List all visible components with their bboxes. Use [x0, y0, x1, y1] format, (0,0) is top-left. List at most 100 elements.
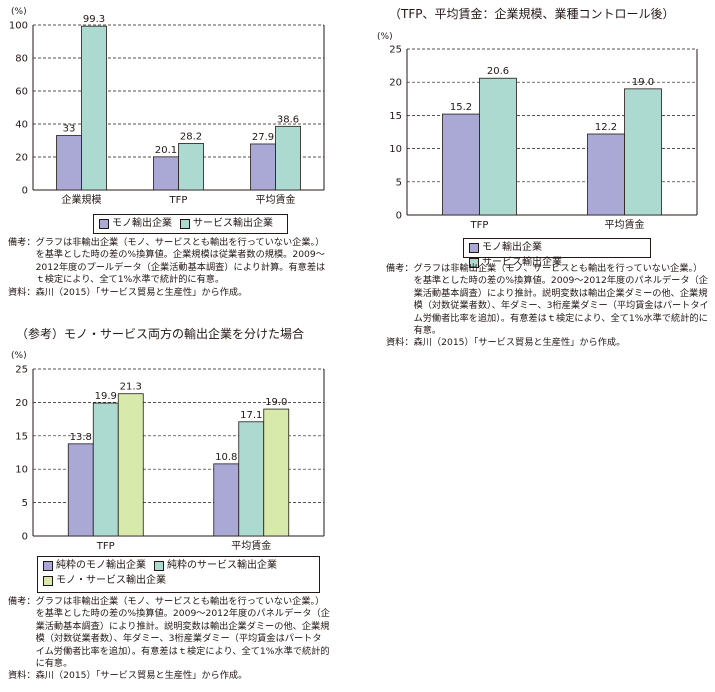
x-category-label: 平均賃金 [256, 193, 296, 206]
y-tick-label: 5 [396, 177, 402, 188]
x-category-label: 平均賃金 [605, 218, 645, 231]
bar [81, 25, 107, 191]
legend-label: サービス輸出企業 [193, 218, 273, 229]
bar-value-label: 20.6 [487, 66, 509, 77]
x-category-label: TFP [470, 220, 489, 231]
note-text: グラフは非輸出企業（モノ、サービスとも輸出を行っていない企業。）を基準とした時の… [35, 596, 330, 670]
note-text: 森川（2015）「サービス貿易と生産性」から作成。 [413, 337, 626, 349]
bar-value-label: 10.8 [215, 452, 237, 463]
y-tick-label: 5 [22, 498, 28, 509]
chart2-legend: モノ輸出企業 サービス輸出企業 [463, 238, 651, 268]
y-tick-label: 20 [389, 78, 402, 89]
bar [624, 88, 662, 216]
bar [587, 133, 625, 216]
legend-item: モノ・サービス輸出企業 [43, 574, 166, 588]
legend-label: モノ輸出企業 [112, 218, 172, 229]
bar-value-label: 33 [63, 124, 76, 135]
bar [178, 143, 204, 191]
bar [275, 125, 301, 191]
chart1-notes: 備考： グラフは非輸出企業（モノ、サービスとも輸出を行っていない企業。）を基準とし… [8, 237, 330, 299]
y-tick-label: 15 [15, 431, 28, 442]
bar-value-label: 13.8 [70, 432, 92, 443]
chart3-title: （参考）モノ・サービス両方の輸出企業を分けた場合 [16, 327, 305, 341]
bar [442, 113, 480, 216]
note-label: 備考： [8, 596, 36, 607]
note-row: 備考： グラフは非輸出企業（モノ、サービスとも輸出を行っていない企業。）を基準とし… [8, 237, 330, 287]
chart2-title: （TFP、平均賃金：企業規模、業種コントロール後） [389, 7, 675, 21]
chart1-legend: モノ輸出企業 サービス輸出企業 [93, 214, 288, 234]
note-label: 資料： [8, 286, 36, 298]
bar-value-label: 99.3 [83, 14, 105, 25]
note-row: 備考： グラフは非輸出企業（モノ、サービスとも輸出を行っていない企業。）を基準とし… [386, 263, 711, 337]
y-tick-label: 15 [389, 111, 402, 122]
bar [56, 135, 82, 191]
bar-value-label: 17.1 [240, 410, 262, 421]
y-tick-label: 0 [22, 532, 28, 543]
bar-value-label: 28.2 [180, 131, 202, 142]
legend-label: 純粋のサービス輸出企業 [167, 560, 277, 571]
bar-value-label: 27.9 [252, 132, 274, 143]
chart2-notes: 備考： グラフは非輸出企業（モノ、サービスとも輸出を行っていない企業。）を基準とし… [386, 263, 711, 350]
bar-value-label: 15.2 [450, 102, 472, 113]
legend-label: モノ・サービス輸出企業 [56, 575, 166, 586]
note-label: 備考： [386, 263, 414, 274]
bar [479, 77, 517, 216]
y-tick-label: 10 [15, 465, 28, 476]
legend-item: 純粋のモノ輸出企業 [43, 559, 146, 573]
y-tick-label: 25 [389, 45, 402, 56]
legend-swatch [469, 243, 479, 253]
legend-item: 純粋のサービス輸出企業 [154, 559, 277, 573]
chart3-unit-label: (%) [11, 351, 27, 361]
note-row: 備考： グラフは非輸出企業（モノ、サービスとも輸出を行っていない企業。）を基準とし… [8, 596, 330, 670]
legend-swatch [43, 561, 53, 571]
legend-item: モノ輸出企業 [99, 217, 172, 231]
bar [250, 143, 276, 191]
y-tick-label: 20 [15, 153, 28, 164]
note-row: 資料： 森川（2015）「サービス貿易と生産性」から作成。 [8, 670, 330, 682]
bar [92, 402, 119, 537]
chart2-unit-label: (%) [377, 32, 393, 42]
legend-item: サービス輸出企業 [469, 256, 562, 270]
y-tick-label: 0 [22, 186, 28, 197]
y-tick-label: 25 [15, 365, 28, 376]
x-category-label: TFP [169, 195, 188, 206]
bar [117, 393, 144, 537]
note-label: 資料： [8, 670, 36, 682]
chart3-notes: 備考： グラフは非輸出企業（モノ、サービスとも輸出を行っていない企業。）を基準とし… [8, 596, 330, 683]
y-tick-label: 10 [389, 144, 402, 155]
chart1-plot: 0 20 40 60 80 100 33 99.3 企業規模 20.128.2 TFP 27.938.… [9, 14, 325, 206]
y-tick-label: 80 [15, 54, 28, 65]
legend-swatch [99, 219, 109, 229]
bar [213, 463, 240, 537]
note-text: 森川（2015）「サービス貿易と生産性」から作成。 [35, 670, 248, 682]
bar-value-label: 12.2 [595, 122, 617, 133]
bar-value-label: 21.3 [120, 382, 142, 393]
bar [263, 408, 290, 537]
legend-label: 純粋のモノ輸出企業 [56, 560, 146, 571]
legend-item: サービス輸出企業 [180, 217, 273, 231]
chart3-legend: 純粋のモノ輸出企業 純粋のサービス輸出企業 モノ・サービス輸出企業 [37, 556, 320, 593]
legend-swatch [43, 576, 53, 586]
chart1-unit-label: (%) [11, 7, 27, 17]
note-text: グラフは非輸出企業（モノ、サービスとも輸出を行っていない企業。）を基準とした時の… [35, 237, 326, 286]
x-category-label: 平均賃金 [231, 539, 271, 552]
note-row: 資料： 森川（2015）「サービス貿易と生産性」から作成。 [386, 337, 711, 349]
chart2-plot: 0 5 10 15 20 25 15.2 20.6 TFP 12.2 19.0 平均賃金 [389, 45, 698, 231]
y-tick-label: 100 [9, 21, 28, 32]
y-tick-label: 20 [15, 398, 28, 409]
x-category-label: 企業規模 [62, 193, 102, 206]
bar-value-label: 19.0 [632, 77, 654, 88]
chart3-plot: 0 5 10 15 20 25 13.8 19.921.3 TFP 10.8 17.119.0 平均賃… [15, 365, 325, 552]
bar-value-label: 19.0 [265, 397, 287, 408]
bar-value-label: 20.1 [155, 145, 177, 156]
y-tick-label: 60 [15, 87, 28, 98]
legend-swatch [154, 561, 164, 571]
legend-item: モノ輸出企業 [469, 241, 542, 255]
note-row: 資料： 森川（2015）「サービス貿易と生産性」から作成。 [8, 287, 330, 299]
note-label: 資料： [386, 337, 414, 349]
legend-swatch [180, 219, 190, 229]
note-label: 備考： [8, 237, 36, 248]
bar-value-label: 38.6 [277, 114, 299, 125]
bar-value-label: 19.9 [95, 391, 117, 402]
bar [238, 421, 265, 537]
